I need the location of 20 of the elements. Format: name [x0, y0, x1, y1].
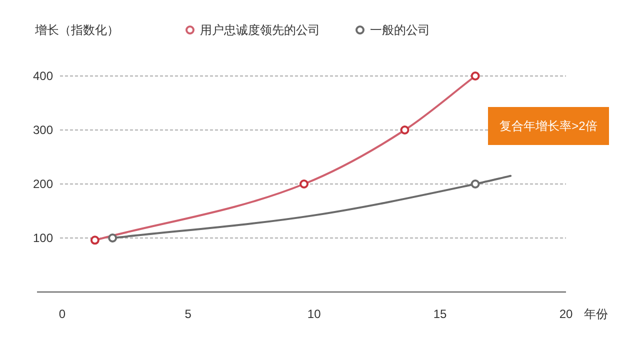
x-axis-title: 年份	[584, 307, 608, 321]
y-tick-label: 100	[32, 231, 54, 245]
y-tick-label: 200	[32, 177, 54, 191]
y-tick-label: 300	[32, 123, 54, 137]
point	[300, 180, 309, 188]
point	[470, 72, 480, 80]
point	[470, 180, 480, 188]
x-tick-label: 20	[559, 307, 573, 321]
legend-label: 一般的公司	[370, 23, 430, 37]
annotation: 复合年增长率>2倍	[500, 119, 598, 133]
x-tick-label: 10	[307, 307, 322, 321]
y-tick-label: 400	[32, 69, 54, 83]
x-tick-label: 0	[58, 307, 66, 321]
x-tick-label: 5	[184, 307, 192, 321]
point	[90, 236, 100, 245]
legend-label: 用户忠诚度领先的公司	[200, 23, 320, 37]
x-tick-label: 15	[433, 307, 448, 321]
y-axis-title: 增长（指数化）	[34, 23, 119, 37]
point	[108, 234, 118, 242]
point	[400, 126, 410, 134]
